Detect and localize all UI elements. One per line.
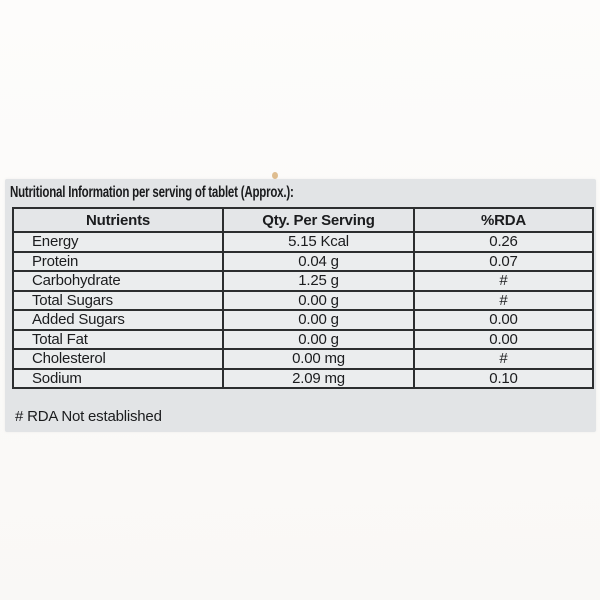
nutrient-name-cell: Energy — [12, 231, 224, 253]
rda-cell: 0.10 — [413, 367, 594, 389]
qty-cell: 0.00 g — [222, 289, 415, 311]
rda-footnote: # RDA Not established — [15, 408, 162, 425]
nutrient-name-cell: Sodium — [12, 367, 224, 389]
nutrient-name-cell: Total Sugars — [12, 289, 224, 311]
table-row: Carbohydrate 1.25 g # — [12, 270, 594, 292]
rda-cell: 0.00 — [413, 328, 594, 350]
table-row: Energy 5.15 Kcal 0.26 — [12, 231, 594, 253]
qty-cell: 2.09 mg — [222, 367, 415, 389]
table-row: Cholesterol 0.00 mg # — [12, 348, 594, 370]
table-row: Protein 0.04 g 0.07 — [12, 250, 594, 272]
nutrient-name-cell: Added Sugars — [12, 309, 224, 331]
rda-cell: # — [413, 289, 594, 311]
dust-speck — [272, 172, 278, 179]
col-header-rda: %RDA — [413, 207, 594, 233]
rda-cell: # — [413, 348, 594, 370]
nutrient-name-cell: Carbohydrate — [12, 270, 224, 292]
rda-cell: 0.00 — [413, 309, 594, 331]
qty-cell: 0.00 g — [222, 309, 415, 331]
col-header-qty-per-serving: Qty. Per Serving — [222, 207, 415, 233]
qty-cell: 5.15 Kcal — [222, 231, 415, 253]
nutrient-name-cell: Cholesterol — [12, 348, 224, 370]
nutrition-label: Nutritional Information per serving of t… — [5, 179, 596, 432]
table-header-row: Nutrients Qty. Per Serving %RDA — [12, 207, 594, 233]
nutrient-name-cell: Protein — [12, 250, 224, 272]
rda-cell: # — [413, 270, 594, 292]
qty-cell: 0.04 g — [222, 250, 415, 272]
rda-cell: 0.07 — [413, 250, 594, 272]
nutrition-table: Nutrients Qty. Per Serving %RDA Energy 5… — [12, 207, 594, 389]
table-row: Sodium 2.09 mg 0.10 — [12, 367, 594, 389]
qty-cell: 0.00 mg — [222, 348, 415, 370]
qty-cell: 0.00 g — [222, 328, 415, 350]
qty-cell: 1.25 g — [222, 270, 415, 292]
nutrient-name-cell: Total Fat — [12, 328, 224, 350]
table-row: Added Sugars 0.00 g 0.00 — [12, 309, 594, 331]
rda-cell: 0.26 — [413, 231, 594, 253]
table-row: Total Sugars 0.00 g # — [12, 289, 594, 311]
col-header-nutrients: Nutrients — [12, 207, 224, 233]
label-title: Nutritional Information per serving of t… — [10, 184, 294, 201]
table-row: Total Fat 0.00 g 0.00 — [12, 328, 594, 350]
label-title-row: Nutritional Information per serving of t… — [10, 180, 404, 206]
